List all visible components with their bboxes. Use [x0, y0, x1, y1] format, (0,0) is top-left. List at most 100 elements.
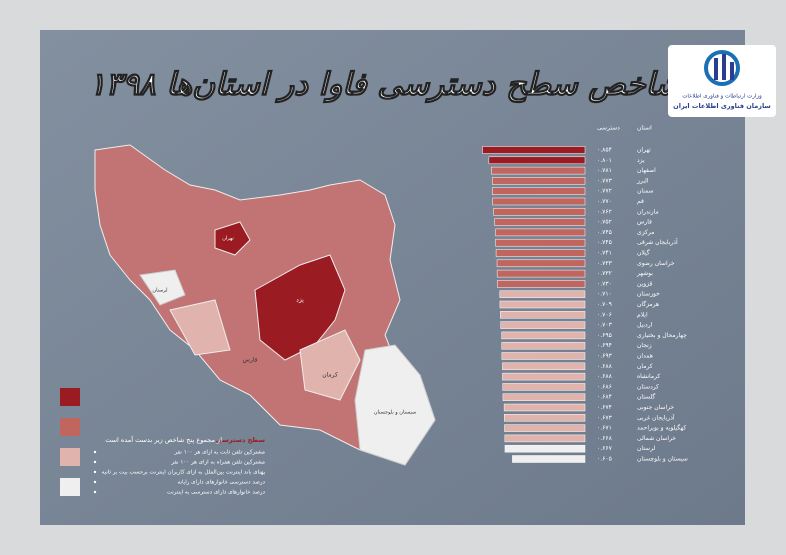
bar [496, 259, 586, 268]
value-label: ۰.۸۰۱ [597, 157, 612, 164]
value-label: ۰.۷۷۳ [597, 177, 613, 184]
map-province [214, 221, 251, 256]
value-label: ۰.۶۸۸ [597, 363, 613, 370]
bar [497, 280, 586, 288]
province-label: زنجان [637, 342, 652, 349]
province-label: اصفهان [637, 167, 656, 174]
bar [502, 383, 586, 391]
value-label: ۰.۶۷۱ [597, 425, 612, 432]
logo-icon [714, 58, 718, 80]
value-label: ۰.۷۴۵ [597, 229, 612, 236]
province-label: خوزستان [637, 291, 660, 298]
bar [501, 331, 586, 340]
province-label: هرمزگان [637, 300, 659, 308]
note-bullet [93, 490, 97, 494]
province-label: گلستان [637, 393, 655, 401]
province-label: بوشهر [636, 270, 653, 277]
value-label: ۰.۸۵۴ [597, 147, 612, 154]
bar [512, 455, 586, 463]
value-label: ۰.۶۶۷ [597, 445, 613, 452]
bar [488, 156, 586, 165]
bar [496, 269, 586, 278]
province-label: یزد [637, 157, 645, 164]
province-label: خراسان جنوبی [637, 404, 674, 411]
province-label: قم [637, 198, 644, 205]
province-label: ایلام [637, 311, 648, 318]
province-label: کرمانشاه [637, 373, 660, 380]
bar [495, 228, 586, 237]
value-label: ۰.۷۳۳ [597, 260, 613, 267]
bar [499, 290, 586, 298]
map-province [354, 344, 436, 466]
note-text: درصد خانوارهای دارای دسترسی به اینترنت [167, 490, 266, 496]
map-label: یزد [296, 297, 304, 304]
notes: مشترکین تلفن ثابت به ازای هر ۱۰۰ نفر مشتر… [93, 449, 266, 496]
bar [502, 372, 586, 381]
bar [503, 403, 586, 412]
value-label: ۰.۶۷۴ [597, 404, 612, 411]
note-bullet [93, 450, 97, 454]
value-label: ۰.۷۴۵ [597, 239, 612, 246]
province-label: تهران [637, 147, 651, 154]
bars: ۰.۸۵۴ تهران ۰.۸۰۱ یزد ۰.۷۸۱ اصفهان ۰.۷۷۳ البرز ۰… [482, 146, 688, 463]
bar [502, 362, 586, 371]
bar [491, 177, 586, 185]
province-label: سمنان [637, 188, 654, 195]
bar [499, 300, 586, 309]
value-label: ۰.۷۸۱ [597, 167, 612, 174]
value-label: ۰.۷۳۲ [597, 270, 612, 277]
province-label: خراسان رضوی [637, 260, 675, 267]
bar [491, 166, 586, 175]
bar [495, 249, 586, 257]
value-label: ۰.۶۸۶ [597, 383, 612, 390]
legend-swatch [60, 478, 80, 496]
note-bullet [93, 470, 97, 474]
map-label: سیستان و بلوچستان [374, 410, 416, 416]
logo-icon [722, 54, 726, 80]
legend [60, 388, 80, 496]
value-label: ۰.۷۷۰ [597, 198, 612, 205]
logo-icon [730, 62, 734, 80]
note-title: سطح دسترسی [216, 436, 265, 444]
province-label: کهگیلویه و بویراحمد [637, 424, 686, 432]
province-label: کرمان [637, 363, 653, 370]
value-label: ۰.۷۰۳ [597, 322, 613, 329]
value-label: ۰.۶۹۴ [597, 342, 612, 349]
logo: وزارت ارتباطات و فناوری اطلاعات سازمان ف… [668, 45, 776, 117]
bar [501, 352, 586, 360]
province-label: گیلان [637, 249, 650, 257]
value-label: ۰.۶۹۳ [597, 353, 613, 360]
map-province [139, 269, 186, 306]
bar [502, 393, 586, 401]
note-intro: از مجموع پنج شاخص زیر بدست آمده است [105, 435, 222, 444]
province-label: همدان [637, 353, 653, 360]
value-label: ۰.۷۴۱ [597, 250, 612, 257]
note-text: مشترکین تلفن همراه به ازای هر ۱۰۰ نفر [170, 459, 265, 466]
bar [495, 238, 586, 247]
bar [482, 146, 586, 154]
logo-icon [704, 50, 740, 86]
title: شاخص سطح دسترسی فاوا در استان‌ها ۱۳۹۸ [89, 67, 682, 104]
province-label: اردبیل [637, 322, 653, 329]
header-value: دسترسی [597, 125, 620, 132]
value-label: ۰.۷۱۰ [597, 291, 612, 298]
logo-text: سازمان فناوری اطلاعات ایران [673, 102, 771, 110]
note-bullet [93, 480, 97, 484]
map-province [169, 299, 231, 356]
province-label: قزوین [637, 280, 652, 287]
province-label: چهارمحال و بختیاری [637, 332, 687, 339]
province-label: البرز [636, 177, 649, 184]
note-text: پهنای باند اینترنت بین‌الملل به ازای کار… [102, 469, 266, 476]
value-label: ۰.۶۶۸ [597, 435, 613, 442]
value-label: ۰.۶۸۸ [597, 373, 613, 380]
bar [501, 341, 586, 350]
bar [504, 444, 586, 453]
bar [503, 414, 586, 422]
bar [500, 321, 586, 329]
legend-swatch [60, 418, 80, 436]
map: تهران یزد کرمان فارس لرستان سیستان و بلو… [94, 144, 436, 466]
province-label: خراسان شمالی [637, 435, 676, 442]
province-label: آذربایجان غربی [637, 412, 675, 421]
